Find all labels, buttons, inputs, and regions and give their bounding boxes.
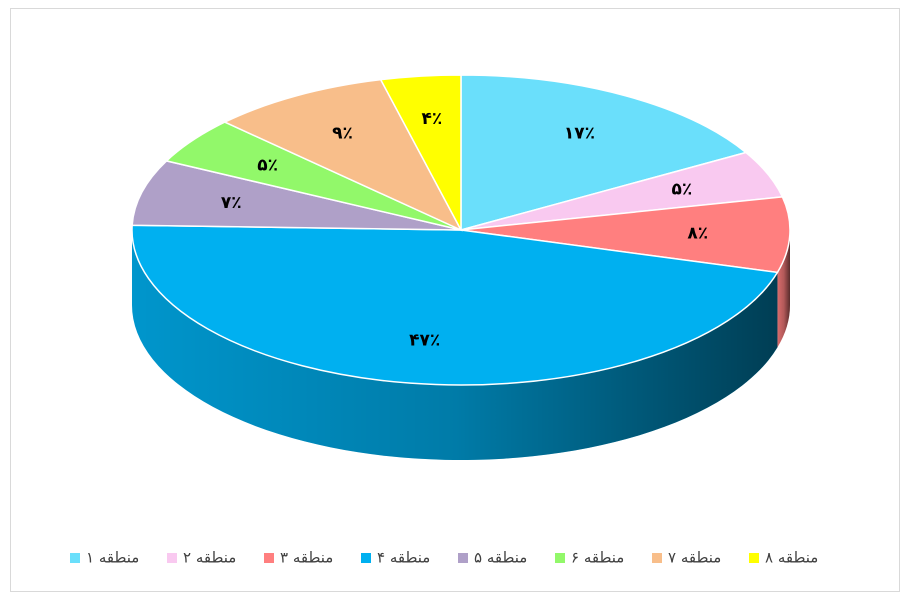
legend-label: منطقه ۱	[86, 549, 139, 567]
legend-label: منطقه ۳	[280, 549, 333, 567]
slice	[379, 74, 462, 231]
legend-swatch	[749, 553, 759, 563]
data-label: ۷٪	[221, 193, 242, 213]
slice	[131, 224, 779, 386]
legend-swatch	[70, 553, 80, 563]
legend-label: منطقه ۶	[571, 549, 624, 567]
legend-swatch	[167, 553, 177, 563]
legend-label: منطقه ۴	[377, 549, 430, 567]
legend-label: منطقه ۵	[474, 549, 527, 567]
slice	[460, 74, 748, 231]
slice	[460, 196, 791, 274]
slice	[131, 160, 462, 231]
legend-label: منطقه ۲	[183, 549, 236, 567]
legend-swatch	[555, 553, 565, 563]
legend-swatch	[264, 553, 274, 563]
data-label: ۵٪	[672, 180, 693, 200]
legend-label: منطقه ۷	[668, 549, 721, 567]
slice	[223, 78, 463, 232]
data-label: ۴٪	[422, 109, 443, 129]
slice-side-shade	[132, 230, 778, 460]
legend-label: منطقه ۸	[765, 549, 818, 567]
legend-swatch	[458, 553, 468, 563]
data-label: ۵٪	[257, 156, 278, 176]
data-label: ۱۷٪	[564, 123, 595, 143]
slice-side-shade	[777, 230, 791, 348]
data-label: ۴۷٪	[409, 330, 440, 350]
data-label: ۸٪	[687, 223, 708, 243]
legend-swatch	[361, 553, 371, 563]
data-label: ۹٪	[332, 123, 353, 143]
legend-swatch	[652, 553, 662, 563]
